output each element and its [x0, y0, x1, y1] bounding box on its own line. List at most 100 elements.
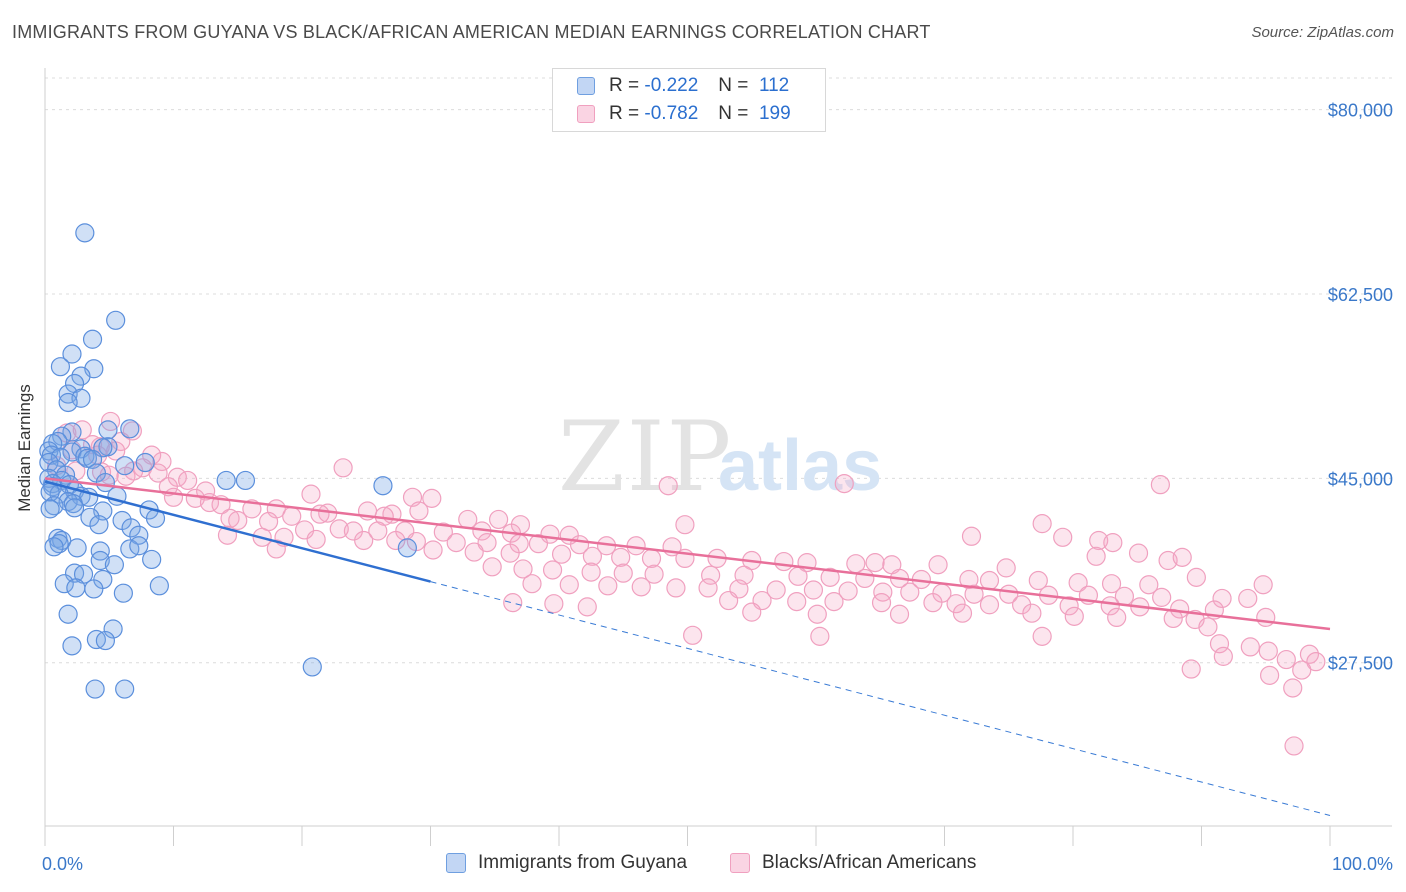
data-point-guyana — [58, 604, 78, 624]
data-point-black — [310, 504, 330, 524]
data-point-black — [1299, 644, 1320, 664]
bottom-legend-swatch-pink — [730, 853, 750, 873]
data-point-black — [1032, 514, 1052, 534]
data-point-guyana — [54, 574, 74, 594]
data-point-black — [446, 533, 466, 553]
data-point-black — [1253, 575, 1273, 595]
data-point-black — [503, 593, 523, 613]
data-point-black — [658, 476, 678, 496]
data-point-black — [266, 539, 286, 559]
data-point-guyana — [115, 456, 135, 476]
data-point-black — [242, 499, 262, 519]
data-point-black — [996, 558, 1016, 578]
data-point-black — [1086, 546, 1106, 566]
trend-black — [44, 477, 1331, 631]
data-point-guyana — [89, 515, 109, 535]
data-point-black — [178, 470, 198, 491]
data-point-guyana — [115, 679, 135, 699]
data-point-black — [774, 551, 794, 572]
data-point-black — [220, 508, 240, 528]
data-point-black — [500, 543, 520, 563]
data-point-guyana — [120, 419, 140, 439]
data-point-black — [513, 559, 533, 579]
legend-r-value: -0.782 — [644, 103, 699, 124]
data-point-guyana — [71, 388, 91, 408]
data-point-black — [301, 484, 321, 504]
data-point-black — [855, 568, 875, 589]
data-point-black — [641, 548, 662, 569]
data-point-black — [282, 506, 302, 526]
data-point-black — [719, 590, 739, 611]
watermark: ZIP atlas — [558, 401, 882, 513]
data-point-black — [1181, 659, 1201, 679]
data-point-black — [865, 553, 885, 573]
legend-swatch-pink — [577, 105, 595, 123]
data-point-guyana — [149, 576, 169, 596]
data-point-black — [1276, 649, 1296, 670]
data-point-black — [810, 626, 830, 646]
data-point-black — [675, 515, 695, 535]
data-point-black — [306, 529, 326, 550]
data-point-black — [871, 593, 892, 613]
watermark-atlas: atlas — [718, 426, 882, 506]
data-point-black — [559, 575, 579, 595]
data-point-guyana — [84, 579, 104, 599]
data-point-black — [329, 519, 349, 539]
data-point-black — [1186, 567, 1206, 587]
bottom-legend-label-guyana: Immigrants from Guyana — [478, 852, 688, 873]
legend-n-value: 112 — [758, 75, 790, 96]
data-point-black — [1283, 678, 1303, 698]
data-point-guyana — [216, 470, 236, 491]
data-point-guyana — [85, 679, 105, 699]
data-point-guyana — [52, 530, 72, 551]
data-point-black — [900, 582, 920, 602]
data-point-black — [834, 474, 854, 494]
data-point-black — [742, 602, 762, 622]
data-point-black — [683, 625, 703, 645]
data-point-black — [964, 584, 984, 604]
data-point-black — [807, 604, 827, 624]
y-axis-label: Median Earnings — [15, 384, 34, 512]
data-point-black — [477, 533, 497, 553]
legend-r-label: R = — [609, 103, 640, 124]
data-point-black — [1101, 574, 1122, 594]
trend-guyana — [44, 480, 431, 583]
data-point-guyana — [142, 549, 162, 570]
data-point-black — [766, 580, 786, 600]
data-point-black — [1238, 588, 1258, 609]
data-point-black — [1107, 607, 1127, 628]
data-point-guyana — [50, 357, 71, 377]
data-point-guyana — [82, 329, 103, 349]
data-point-black — [1284, 736, 1304, 756]
bottom-legend-label-black: Blacks/African Americans — [762, 852, 977, 873]
data-point-guyana — [58, 392, 78, 413]
data-point-guyana — [50, 447, 71, 467]
bottom-legend-black: Blacks/African Americans — [730, 850, 976, 876]
data-point-black — [1103, 533, 1123, 553]
data-point-black — [598, 576, 618, 596]
y-tick-label: $80,000 — [1328, 101, 1393, 121]
data-point-black — [551, 544, 572, 564]
data-point-black — [1260, 665, 1280, 685]
data-point-black — [1292, 660, 1312, 680]
legend-row-guyana: R = -0.222 N = 112 — [577, 73, 789, 99]
data-point-guyana — [62, 422, 82, 442]
watermark-zip: ZIP — [558, 401, 733, 513]
legend-swatch-blue — [577, 77, 595, 95]
data-point-black — [979, 570, 1000, 591]
x-tick-label: 0.0% — [42, 854, 83, 874]
data-point-black — [1256, 607, 1276, 628]
data-point-black — [1028, 570, 1048, 591]
data-point-guyana — [66, 578, 86, 598]
data-point-black — [354, 530, 374, 551]
legend-n-label: N = — [718, 103, 749, 124]
data-point-black — [644, 564, 664, 584]
data-point-guyana — [44, 537, 64, 557]
data-point-black — [368, 521, 388, 541]
data-point-black — [613, 563, 633, 583]
data-point-black — [1064, 606, 1084, 626]
data-point-guyana — [129, 525, 149, 545]
data-point-black — [838, 581, 858, 601]
data-point-black — [611, 547, 631, 567]
data-point-guyana — [40, 499, 60, 519]
